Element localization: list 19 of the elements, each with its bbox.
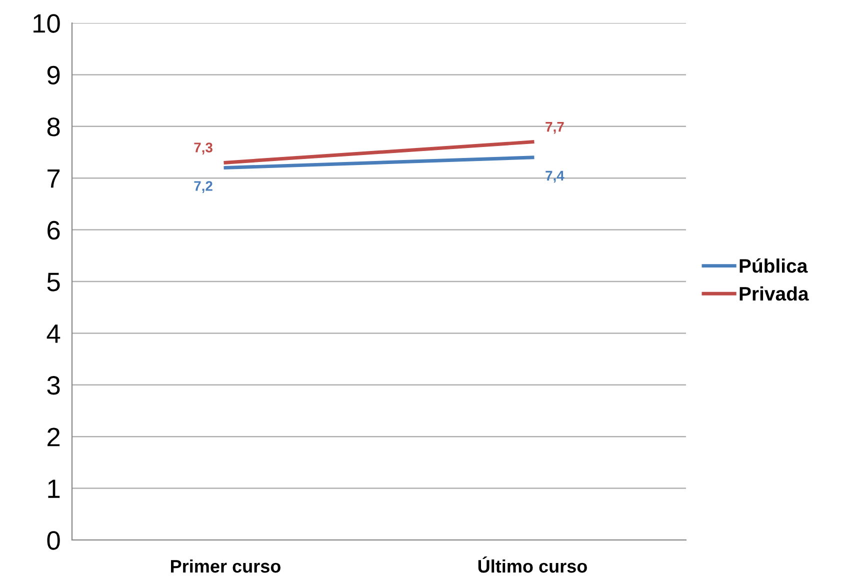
y-tick-label: 7: [48, 170, 60, 188]
y-tick-label: 2: [48, 428, 60, 446]
y-tick-label: 3: [47, 376, 60, 395]
y-tick-label: 9: [47, 66, 60, 85]
x-tick-label: Último curso: [478, 556, 587, 573]
data-label: 7,4: [546, 170, 564, 183]
data-label: 7,2: [194, 181, 212, 193]
y-tick-label: 6: [48, 220, 60, 240]
data-label: 7,7: [546, 122, 564, 134]
legend-label: Privada: [740, 286, 809, 301]
y-tick-label: 0: [47, 531, 60, 550]
y-tick-label: 8: [47, 118, 60, 136]
y-tick-label: 4: [46, 324, 60, 343]
y-tick-label: 5: [47, 272, 60, 292]
legend-label: Pública: [740, 258, 808, 273]
x-tick-label: Primer curso: [171, 559, 280, 573]
y-tick-label: 1: [48, 480, 60, 498]
y-tick-label: 10: [34, 14, 60, 33]
data-label: 7,3: [194, 142, 212, 154]
